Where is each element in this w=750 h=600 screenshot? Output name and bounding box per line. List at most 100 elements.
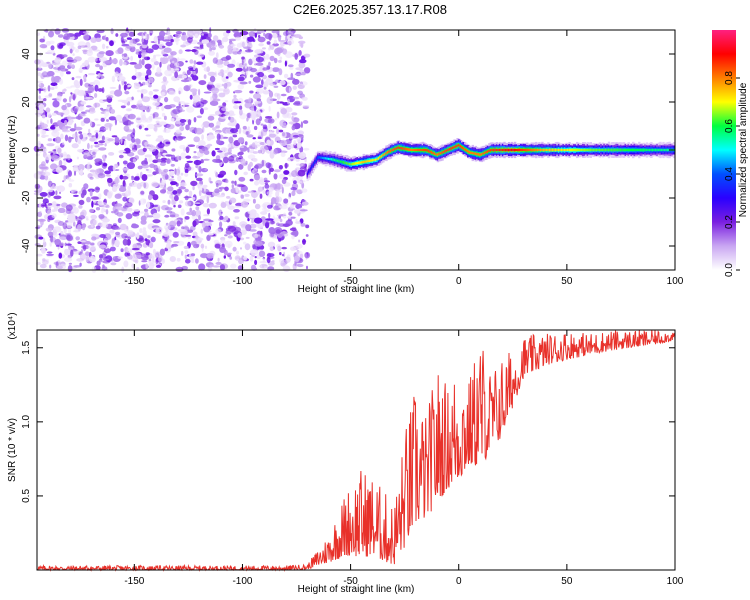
noise-blob: [105, 94, 114, 99]
noise-blob: [37, 218, 46, 222]
noise-blob: [161, 51, 166, 55]
noise-blob: [175, 30, 182, 35]
ridge-cell: [538, 148, 541, 151]
noise-blob: [93, 219, 98, 225]
noise-blob: [84, 241, 91, 245]
noise-blob: [40, 98, 43, 101]
noise-blob: [129, 143, 135, 149]
ridge-cell: [453, 146, 456, 149]
noise-blob: [37, 72, 42, 77]
noise-blob: [140, 253, 146, 256]
noise-blob: [291, 170, 298, 178]
noise-blob: [149, 163, 155, 169]
ridge-cell: [312, 163, 315, 166]
noise-blob: [255, 62, 264, 66]
ridge-cell: [408, 148, 411, 151]
noise-blob: [201, 33, 204, 36]
noise-blob: [239, 105, 243, 110]
ridge-cell: [523, 148, 526, 151]
noise-blob: [57, 221, 65, 226]
noise-blob: [177, 188, 183, 194]
noise-blob: [148, 77, 154, 84]
ridge-cell: [609, 148, 612, 152]
noise-blob: [40, 72, 45, 80]
noise-blob: [197, 237, 204, 241]
noise-blob: [51, 75, 56, 83]
ridge-cell: [509, 148, 512, 152]
noise-blob: [251, 243, 256, 249]
noise-blob: [66, 59, 75, 63]
noise-blob: [91, 236, 97, 241]
noise-blob: [278, 68, 283, 76]
noise-blob: [283, 48, 287, 55]
noise-blob: [296, 243, 303, 249]
ridge-cell: [386, 151, 390, 154]
noise-blob: [191, 197, 196, 200]
ridge-cell: [342, 161, 346, 164]
noise-blob: [219, 215, 224, 220]
noise-blob: [299, 81, 308, 86]
noise-blob: [263, 177, 268, 182]
ridge-cell: [535, 148, 538, 152]
noise-blob: [206, 253, 215, 259]
noise-blob: [181, 34, 188, 41]
ridge-cell: [666, 148, 670, 152]
noise-blob: [280, 39, 288, 42]
noise-blob: [63, 158, 69, 161]
noise-blob: [94, 57, 98, 62]
noise-blob: [72, 53, 75, 56]
ridge-cell: [576, 148, 579, 152]
noise-blob: [267, 204, 273, 209]
noise-blob: [174, 62, 180, 67]
noise-blob: [68, 170, 72, 177]
noise-blob: [233, 32, 242, 38]
ridge-cell: [403, 147, 406, 150]
noise-blob: [270, 149, 273, 154]
noise-blob: [185, 155, 192, 159]
noise-blob: [267, 118, 275, 124]
ridge-cell: [315, 158, 318, 161]
ridge-cell: [595, 148, 599, 152]
noise-blob: [159, 189, 167, 194]
noise-blob: [50, 235, 53, 243]
noise-blob: [72, 165, 79, 173]
noise-blob: [182, 104, 185, 109]
noise-blob: [271, 130, 275, 133]
ridge-cell: [494, 148, 497, 152]
noise-blob: [190, 180, 198, 187]
noise-blob: [252, 137, 256, 140]
noise-blob: [191, 209, 197, 217]
noise-blob: [145, 174, 154, 177]
noise-blob: [299, 59, 307, 64]
noise-blob: [195, 258, 199, 264]
noise-blob: [291, 202, 298, 205]
ridge-cell: [488, 149, 491, 152]
ridge-cell: [547, 148, 550, 152]
noise-blob: [165, 41, 173, 47]
noise-blob: [153, 226, 162, 229]
noise-blob: [176, 220, 181, 227]
noise-blob: [87, 244, 96, 251]
noise-blob: [281, 122, 287, 128]
noise-blob: [243, 241, 247, 245]
noise-blob: [115, 231, 121, 236]
noise-blob: [54, 70, 62, 73]
ridge-cell: [586, 148, 589, 152]
ridge-cell: [436, 153, 440, 156]
noise-blob: [230, 263, 237, 269]
ridge-cell: [447, 148, 450, 151]
noise-blob: [83, 117, 91, 124]
noise-blob: [212, 127, 217, 131]
noise-blob: [268, 74, 275, 79]
noise-blob: [54, 85, 58, 89]
noise-blob: [48, 62, 52, 69]
ridge-cell: [333, 158, 337, 162]
noise-blob: [192, 156, 201, 159]
noise-blob: [85, 251, 90, 257]
noise-blob: [248, 80, 252, 84]
noise-blob: [220, 239, 226, 244]
noise-blob: [207, 32, 212, 39]
noise-blob: [288, 121, 296, 125]
ridge-cell: [657, 148, 661, 152]
noise-blob: [184, 250, 189, 254]
